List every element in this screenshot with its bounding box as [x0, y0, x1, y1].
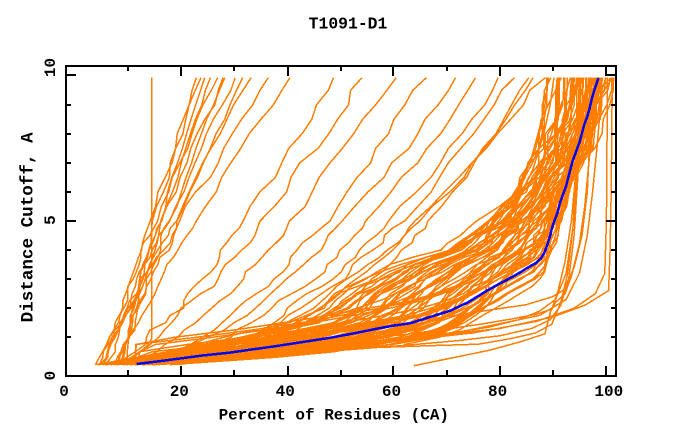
svg-text:100: 100: [594, 383, 623, 401]
svg-text:Distance Cutoff, A: Distance Cutoff, A: [19, 132, 39, 322]
svg-text:T1091-D1: T1091-D1: [309, 15, 388, 34]
svg-text:5: 5: [42, 215, 60, 225]
svg-text:80: 80: [488, 383, 507, 401]
svg-text:10: 10: [42, 58, 60, 77]
svg-text:0: 0: [59, 383, 69, 401]
svg-text:0: 0: [42, 371, 60, 381]
svg-text:40: 40: [276, 383, 295, 401]
svg-text:60: 60: [382, 383, 401, 401]
svg-text:Percent of Residues (CA): Percent of Residues (CA): [219, 407, 449, 425]
svg-text:20: 20: [170, 383, 189, 401]
